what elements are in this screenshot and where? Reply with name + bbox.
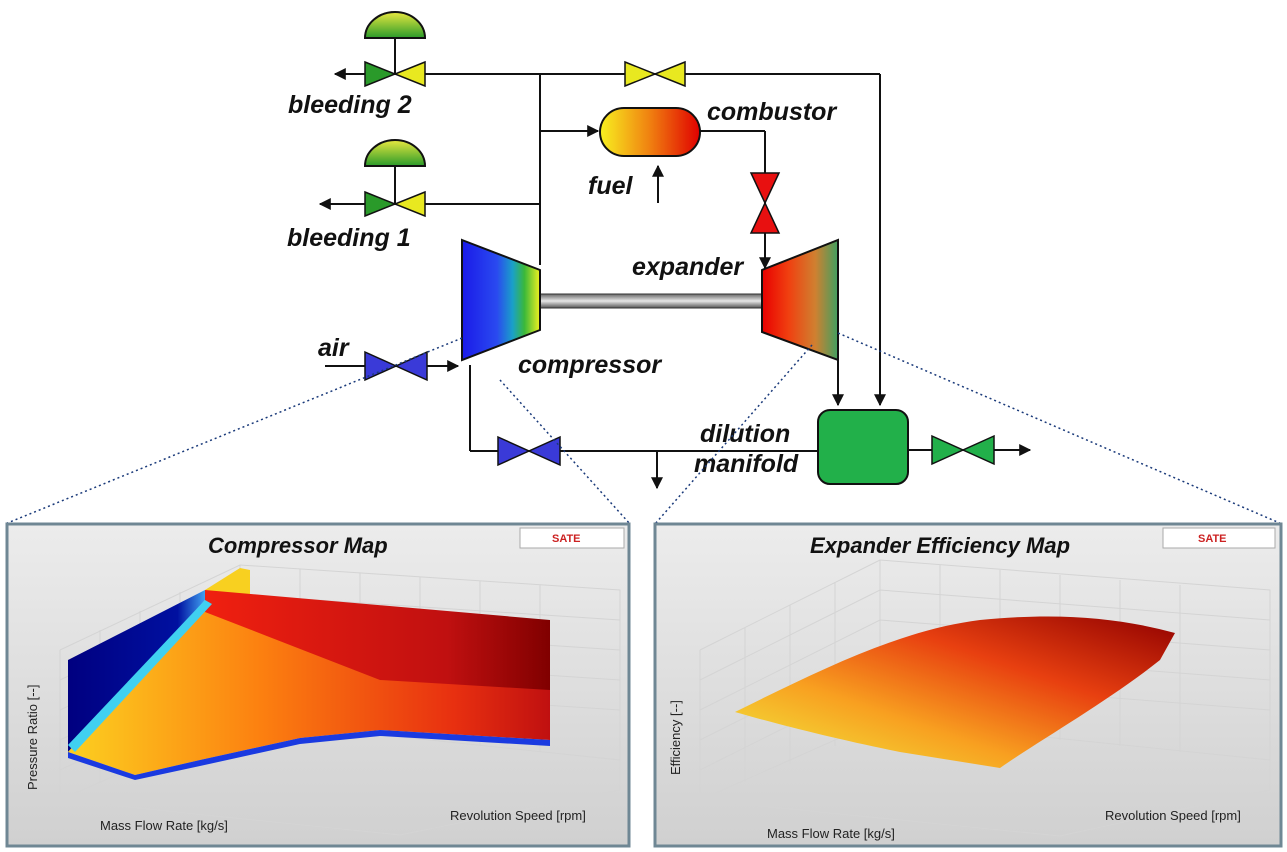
bleeding-2-valve[interactable]	[363, 11, 427, 88]
expander-map-title: Expander Efficiency Map	[810, 533, 1070, 558]
shaft	[539, 293, 765, 309]
label-manifold: manifold	[694, 450, 799, 478]
compressor-map-xlabel: Mass Flow Rate [kg/s]	[100, 818, 228, 833]
air-valve[interactable]	[364, 350, 428, 382]
label-bleeding-2: bleeding 2	[288, 91, 412, 119]
dilution-manifold[interactable]	[817, 409, 909, 485]
bypass-valve-bottom[interactable]	[497, 435, 561, 467]
compressor-map-surface	[68, 568, 550, 780]
expander-map-panel: Expander Efficiency Map Mass Flow Rate […	[653, 522, 1283, 848]
bypass-valve-top[interactable]	[624, 60, 686, 88]
compressor-map-ylabel: Revolution Speed [rpm]	[450, 808, 586, 823]
compressor-map-title: Compressor Map	[208, 533, 388, 558]
combustor[interactable]	[599, 107, 701, 157]
compressor-map-zlabel: Pressure Ratio [--]	[25, 685, 40, 790]
outlet-valve[interactable]	[931, 434, 995, 466]
label-fuel: fuel	[588, 172, 634, 200]
svg-text:SATE: SATE	[1198, 533, 1227, 545]
label-combustor: combustor	[707, 98, 837, 126]
label-bleeding-1: bleeding 1	[287, 224, 411, 252]
bleeding-1-valve[interactable]	[363, 139, 427, 218]
label-dilution: dilution	[700, 420, 790, 448]
label-compressor: compressor	[518, 351, 662, 379]
svg-text:SATE: SATE	[552, 533, 581, 545]
compressor-map-panel: Compressor Map Mass Flow Rate [kg/s] Rev…	[5, 522, 631, 848]
zoom-lines	[4, 332, 1283, 525]
expander-map-xlabel: Mass Flow Rate [kg/s]	[767, 826, 895, 841]
compressor[interactable]	[461, 238, 541, 362]
compressor-map-logo: SATE	[519, 527, 625, 549]
expander-map-zlabel: Efficiency [--]	[668, 700, 683, 775]
expander-map-logo: SATE	[1162, 527, 1276, 549]
label-expander: expander	[632, 253, 744, 281]
label-air: air	[318, 334, 350, 362]
combustor-valve[interactable]	[749, 172, 781, 234]
expander-map-surface	[735, 616, 1175, 768]
expander[interactable]	[761, 238, 839, 362]
expander-map-ylabel: Revolution Speed [rpm]	[1105, 808, 1241, 823]
